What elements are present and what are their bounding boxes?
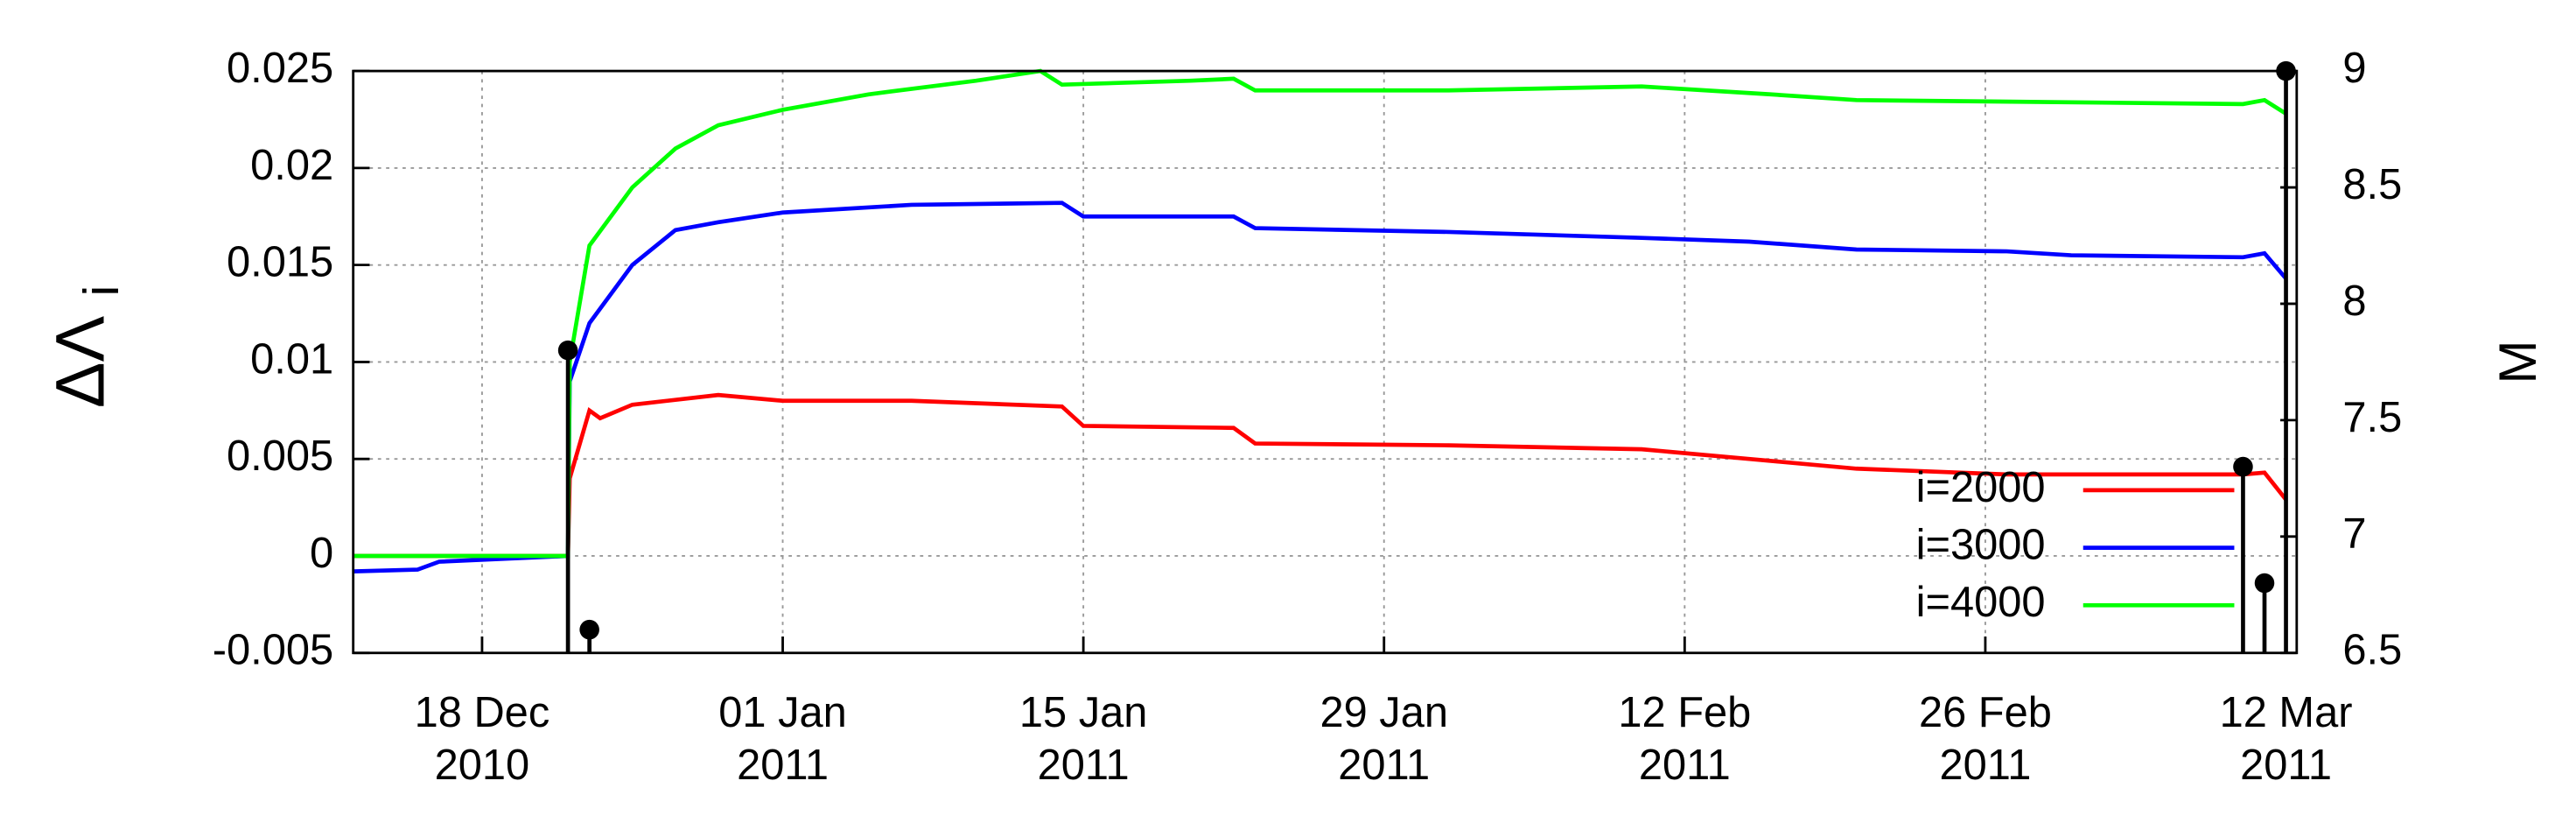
y-tick-label: 0.025 [227, 45, 333, 92]
stem-head [557, 340, 578, 361]
y-tick-label: 0.02 [250, 142, 333, 189]
x-tick-line: 2011 [1639, 742, 1731, 789]
y-label-base: ΔΛ [41, 315, 118, 408]
series-line [353, 392, 2288, 559]
y2-tick-label: 8.5 [2342, 161, 2402, 208]
y2-axis-label: M [2488, 340, 2547, 383]
x-tick-line: 01 Jan [718, 689, 847, 736]
x-tick-line: 2011 [2240, 742, 2332, 789]
x-tick-line: 12 Mar [2220, 689, 2353, 736]
y2-tick-label: 9 [2342, 45, 2366, 92]
x-tick-line: 15 Jan [1019, 689, 1148, 736]
y2-tick-label: 6.5 [2342, 627, 2402, 674]
y-axis-label: ΔΛ i [41, 285, 129, 408]
x-tick-line: 2011 [1038, 742, 1130, 789]
legend-label: i=3000 [1916, 521, 2046, 568]
x-tick-label: 12 Feb 2011 [1618, 689, 1751, 789]
x-tick-label: 18 Dec 2010 [415, 689, 550, 789]
y-label-sub: i [74, 285, 129, 297]
legend-label: i=2000 [1916, 464, 2046, 511]
x-tick-line: 2011 [1338, 742, 1430, 789]
y-tick-label: 0.015 [227, 239, 333, 286]
series-line [353, 200, 2288, 573]
x-tick-line: 29 Jan [1320, 689, 1448, 736]
x-tick-label: 29 Jan 2011 [1320, 689, 1448, 789]
x-tick-label: 12 Mar 2011 [2220, 689, 2353, 789]
y2-tick-label: 8 [2342, 278, 2366, 325]
y-tick-label: 0 [310, 530, 333, 577]
x-tick-line: 2010 [435, 742, 530, 789]
x-tick-label: 15 Jan 2011 [1019, 689, 1148, 789]
x-tick-label: 01 Jan 2011 [718, 689, 847, 789]
y-tick-label: 0.01 [250, 335, 333, 383]
x-tick-label: 26 Feb 2011 [1919, 689, 2052, 789]
stem-head [2233, 456, 2253, 477]
plot-frame [352, 69, 2299, 655]
y-tick-label: -0.005 [213, 627, 333, 674]
legend-label: i=4000 [1916, 579, 2046, 626]
stem-head [579, 619, 599, 640]
y-tick-label: 0.005 [227, 433, 333, 480]
stem-head [2254, 573, 2275, 594]
y2-tick-label: 7.5 [2342, 394, 2402, 441]
x-tick-line: 2011 [1939, 742, 2031, 789]
x-tick-line: 12 Feb [1618, 689, 1751, 736]
y2-tick-label: 7 [2342, 510, 2366, 558]
x-tick-line: 2011 [737, 742, 829, 789]
x-tick-line: 18 Dec [415, 689, 550, 736]
x-tick-line: 26 Feb [1919, 689, 2052, 736]
series-line [353, 68, 2287, 559]
